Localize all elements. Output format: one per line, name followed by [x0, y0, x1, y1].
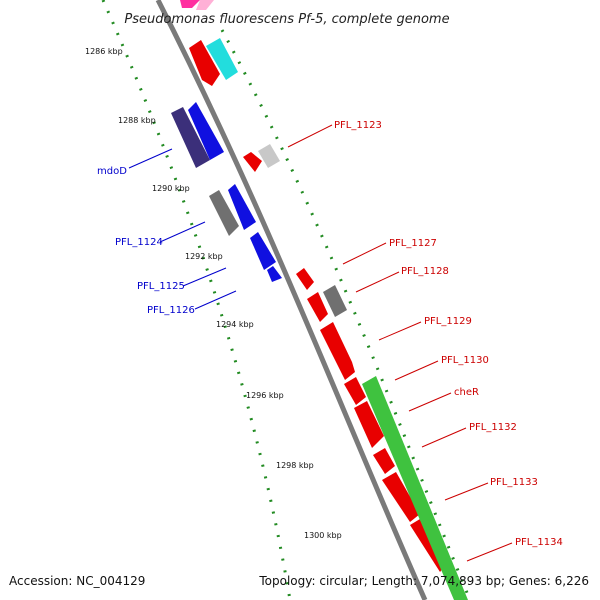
gene-arrow-navy[interactable]	[171, 107, 210, 168]
gene-label-cher[interactable]: cheR	[454, 387, 479, 398]
gene-arrow-red[interactable]	[189, 40, 220, 86]
tick-label: 1298 kbp	[276, 461, 314, 470]
gene-label-pfl-1125[interactable]: PFL_1125	[137, 281, 185, 292]
map-title: Pseudomonas fluorescens Pf-5, complete g…	[124, 12, 449, 27]
gene-label-pfl-1129[interactable]: PFL_1129	[424, 316, 472, 327]
left-dotted-track	[101, 0, 292, 600]
gene-label-pfl-1123[interactable]: PFL_1123	[334, 120, 382, 131]
gene-arrow-red[interactable]	[243, 152, 262, 172]
tick-label: 1292 kbp	[185, 252, 223, 261]
gene-arrow-blue[interactable]	[267, 266, 282, 282]
gene-label-pfl-1132[interactable]: PFL_1132	[469, 422, 517, 433]
gene-label-pfl-1127[interactable]: PFL_1127	[389, 238, 437, 249]
tick-label: 1300 kbp	[304, 531, 342, 540]
label-leaders	[128, 124, 513, 562]
tick-label: 1294 kbp	[216, 320, 254, 329]
gene-arrow-blue[interactable]	[250, 232, 276, 270]
tick-label: 1290 kbp	[152, 184, 190, 193]
gene-arrow-lightgray[interactable]	[258, 144, 280, 168]
accession-text: Accession: NC_004129	[9, 574, 145, 588]
gene-arrow-red[interactable]	[307, 292, 328, 322]
tick-label: 1286 kbp	[85, 47, 123, 56]
gene-label-pfl-1128[interactable]: PFL_1128	[401, 266, 449, 277]
gene-arrow-lightpink[interactable]	[196, 0, 214, 10]
gene-arrow-blue[interactable]	[188, 102, 224, 160]
gene-arrow-gray[interactable]	[209, 190, 239, 236]
tick-labels: 1286 kbp 1288 kbp 1290 kbp 1292 kbp 1294…	[85, 47, 342, 540]
left-gene-labels: mdoD PFL_1124 PFL_1125 PFL_1126	[97, 166, 195, 316]
gene-arrow-pink[interactable]	[180, 0, 200, 8]
tick-label: 1296 kbp	[246, 391, 284, 400]
gene-arrow-red[interactable]	[296, 268, 314, 290]
gene-label-pfl-1126[interactable]: PFL_1126	[147, 305, 195, 316]
gene-arrow-red[interactable]	[354, 401, 384, 448]
genome-backbone	[155, 0, 428, 600]
gene-arrow-blue[interactable]	[228, 184, 256, 230]
gene-label-pfl-1134[interactable]: PFL_1134	[515, 537, 563, 548]
gene-track	[171, 0, 468, 600]
gene-arrow-red[interactable]	[344, 377, 366, 405]
gene-label-pfl-1133[interactable]: PFL_1133	[490, 477, 538, 488]
topology-text: Topology: circular; Length: 7,074,893 bp…	[258, 574, 589, 588]
gene-arrow-cyan[interactable]	[206, 38, 238, 80]
gene-arrow-red[interactable]	[382, 472, 420, 522]
gene-arrow-gray[interactable]	[323, 285, 347, 317]
right-gene-labels: PFL_1123 PFL_1127 PFL_1128 PFL_1129 PFL_…	[334, 120, 563, 548]
gene-arrow-green[interactable]	[362, 376, 468, 600]
gene-label-pfl-1124[interactable]: PFL_1124	[115, 237, 163, 248]
gene-arrow-red[interactable]	[373, 448, 395, 474]
tick-label: 1288 kbp	[118, 116, 156, 125]
gene-label-pfl-1130[interactable]: PFL_1130	[441, 355, 489, 366]
gene-label-mdod[interactable]: mdoD	[97, 166, 127, 177]
gene-arrow-red[interactable]	[320, 322, 355, 380]
